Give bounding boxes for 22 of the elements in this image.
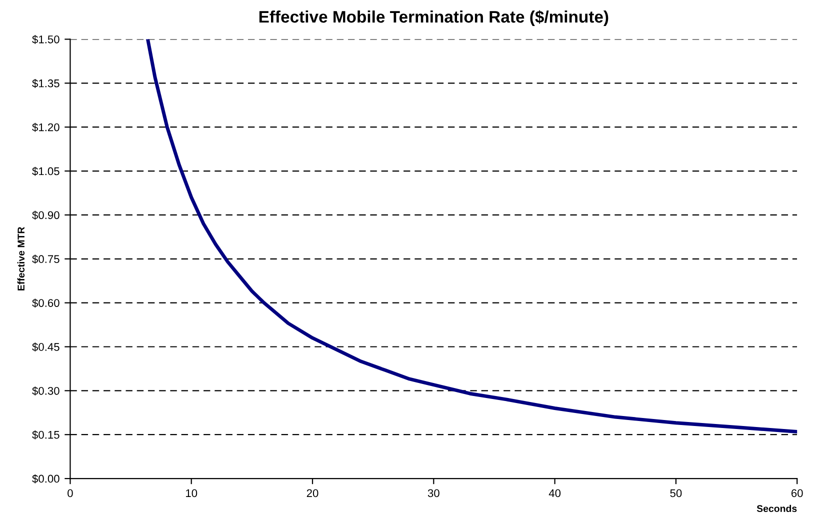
x-tick-label: 20 <box>306 489 318 498</box>
y-tick-label: $0.75 <box>32 254 60 264</box>
y-tick-label: $0.90 <box>32 210 60 220</box>
line-series <box>146 39 798 434</box>
y-tick-label: $1.05 <box>32 166 60 176</box>
y-tick-label: $0.60 <box>32 298 60 308</box>
x-tick-label: 10 <box>186 489 198 498</box>
x-tick-label: 0 <box>68 489 73 498</box>
x-tick-label: 50 <box>670 489 682 498</box>
y-axis-title: Effective MTR <box>17 226 25 290</box>
y-tick-label: $0.30 <box>32 386 60 396</box>
x-tick-label: 40 <box>548 489 561 498</box>
y-tick-label: $1.50 <box>32 35 60 44</box>
x-axis-title: Seconds <box>756 504 797 512</box>
chart-title: Effective Mobile Termination Rate ($/minute) <box>259 10 608 26</box>
y-tick-label: $1.35 <box>32 78 60 88</box>
y-tick-label: $0.45 <box>32 342 60 352</box>
y-tick-label: $0.00 <box>32 474 60 484</box>
x-tick-label: 30 <box>428 489 440 498</box>
y-tick-label: $1.20 <box>32 122 60 132</box>
x-tick-label: 60 <box>791 489 803 498</box>
y-tick-label: $0.15 <box>32 430 60 440</box>
